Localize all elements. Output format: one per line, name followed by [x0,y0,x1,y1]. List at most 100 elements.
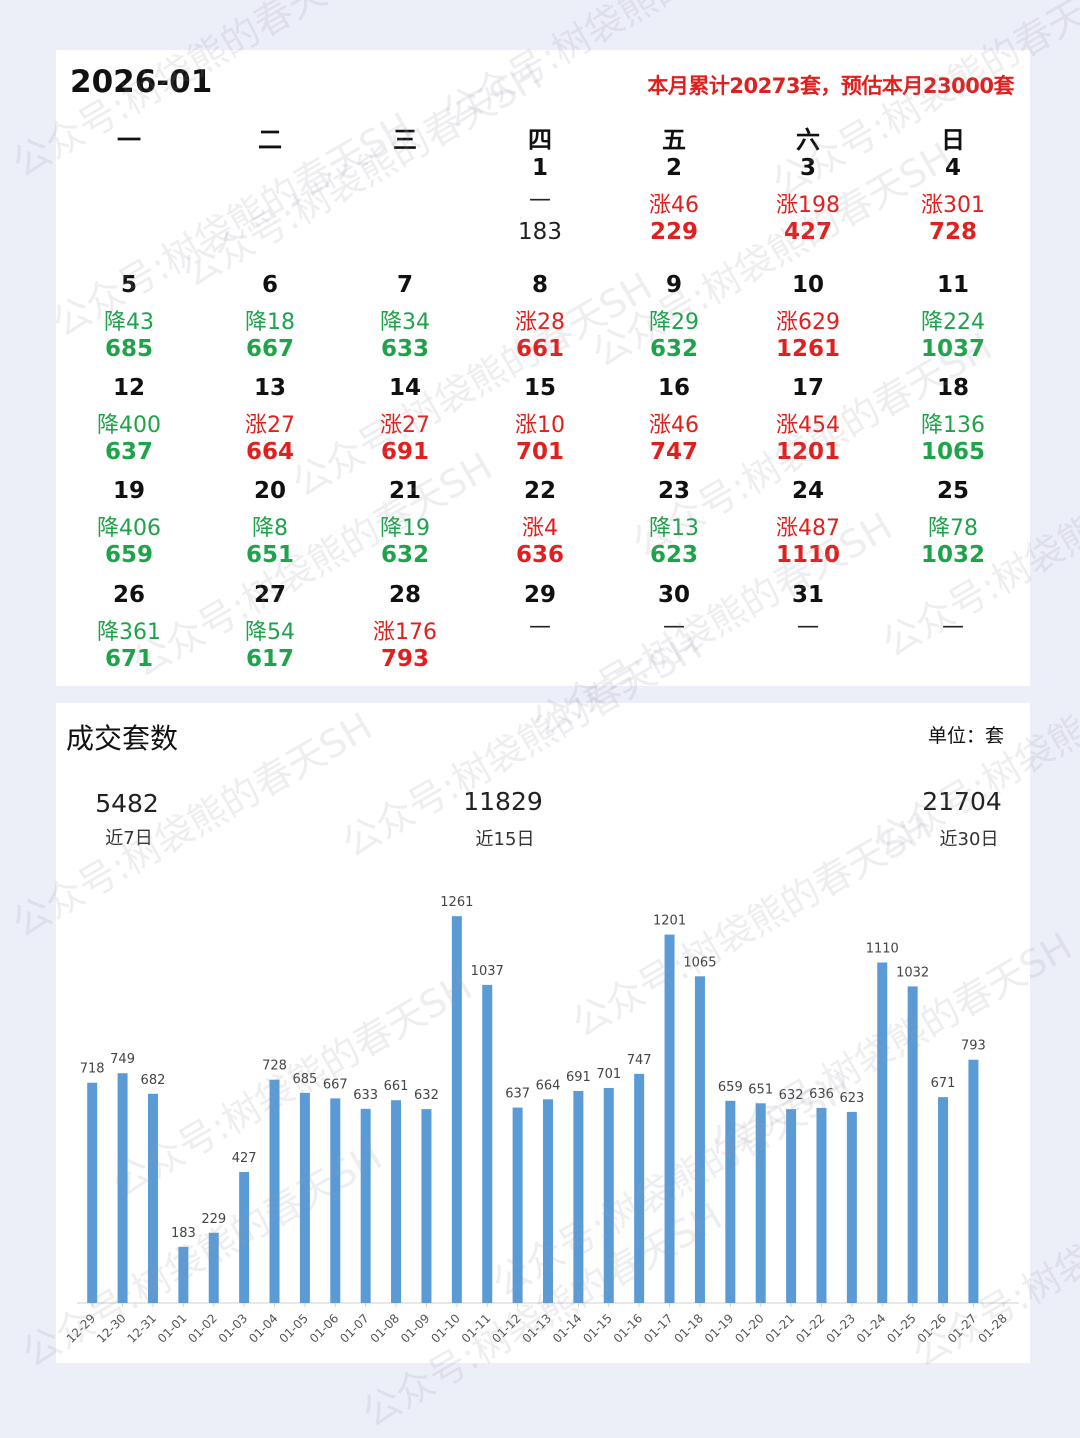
calendar-day-change: 涨487 [776,516,840,541]
bar-value-label: 667 [323,1077,348,1092]
calendar-day-volume: 747 [649,439,699,465]
calendar-day-change: 涨301 [921,193,985,218]
calendar-day-volume: 183 [518,219,562,245]
bar-01-05 [299,1092,310,1303]
bar-01-01 [178,1246,189,1303]
chart-title: 成交套数 [66,722,179,755]
x-tick-label: 01-02 [185,1311,220,1346]
calendar-day-change: 降406 [97,516,161,541]
bar-value-label: 747 [627,1053,652,1068]
bar-01-23 [846,1111,857,1303]
bar-01-13 [543,1099,553,1303]
bar-value-label: 427 [232,1151,257,1166]
x-tick-label: 01-01 [155,1311,190,1346]
x-tick-label: 01-17 [641,1311,676,1346]
bar-value-label: 659 [718,1080,743,1095]
bar-01-14 [573,1091,584,1303]
bar-value-label: 682 [141,1073,166,1088]
bar-value-label: 632 [414,1088,439,1103]
calendar-day-number: 16 [657,375,691,401]
calendar-day-volume: 637 [104,439,154,465]
x-tick-label: 01-07 [337,1311,372,1346]
calendar-day-volume: 1037 [920,336,986,362]
bar-value-label: 1110 [866,941,899,956]
calendar-day-change: 涨10 [515,413,565,438]
calendar-day-number: 27 [253,582,287,608]
calendar-day-number: 24 [791,478,825,504]
x-tick-label: 01-18 [671,1311,706,1346]
bar-value-label: 632 [779,1088,804,1103]
calendar-day-number: 31 [791,582,825,608]
bar-value-label: 793 [961,1039,986,1054]
bar-01-06 [330,1098,341,1303]
calendar-day-number: 30 [657,582,691,608]
bar-value-label: 728 [262,1059,287,1074]
calendar-day-number: 21 [388,478,422,504]
bar-01-02 [208,1232,219,1303]
bar-value-label: 1201 [653,914,686,929]
bar-01-03 [239,1172,250,1303]
calendar-day-number: 11 [936,272,970,298]
calendar-day-change: 降34 [380,310,430,335]
calendar-day-volume: 1032 [920,542,986,568]
calendar-day-volume: 1261 [775,336,841,362]
calendar-day-volume: 685 [104,336,154,362]
x-tick-label: 01-09 [398,1311,433,1346]
x-tick-label: 01-16 [611,1311,646,1346]
chart-panel: 成交套数 单位：套 5482 近7日 11829 近15日 21704 近30日… [56,703,1030,1363]
bar-12-29 [87,1082,98,1303]
calendar-day-number: 29 [523,582,557,608]
bar-01-25 [907,986,918,1303]
stat-7day-value: 5482 [95,789,159,818]
calendar-day-change: 降43 [104,310,154,335]
bar-01-26 [938,1097,949,1303]
calendar-day-number: 5 [120,272,138,298]
weekday-header: 二 [258,126,282,154]
calendar-day-change: 涨629 [776,310,840,335]
bar-value-label: 1065 [683,955,716,970]
weekday-header: 日 [941,126,965,154]
stat-7day-label: 近7日 [105,828,153,849]
calendar-day-change: 涨198 [776,193,840,218]
bar-01-20 [755,1103,766,1303]
calendar-day-number: 12 [112,375,146,401]
calendar-day-number: 3 [799,155,817,181]
x-tick-label: 01-03 [216,1311,251,1346]
unit-label: 单位：套 [927,725,1004,747]
x-tick-label: 01-22 [793,1311,828,1346]
calendar-day-volume: 664 [245,439,295,465]
bar-value-label: 637 [505,1087,530,1102]
month-title: 2026-01 [70,64,213,100]
calendar-day-number: 28 [388,582,422,608]
calendar-day-volume: 229 [649,219,699,245]
x-tick-label: 01-14 [550,1311,585,1346]
bar-01-21 [786,1109,797,1303]
calendar-day-number: 8 [531,272,549,298]
calendar-day-change: — [529,614,551,639]
bar-01-08 [391,1100,402,1303]
x-tick-label: 01-24 [854,1311,889,1346]
calendar-day-number: 17 [791,375,825,401]
x-tick-label: 01-26 [915,1311,950,1346]
calendar-day-change: 涨46 [649,193,699,218]
calendar-day-number: 18 [936,375,970,401]
calendar-day-number: 15 [523,375,557,401]
bar-value-label: 671 [931,1076,956,1091]
calendar-day-volume: 636 [515,542,565,568]
calendar-day-change: 降19 [380,516,430,541]
calendar-day-change: 降13 [649,516,699,541]
bar-12-30 [117,1073,128,1303]
bar-01-17 [664,934,675,1303]
bar-value-label: 718 [80,1062,105,1077]
calendar-day-number: 14 [388,375,422,401]
bar-01-04 [269,1079,280,1303]
calendar-day-change: 降78 [928,516,978,541]
calendar-day-change: 涨176 [373,620,437,645]
bar-value-label: 661 [384,1079,409,1094]
calendar-day-change: 涨454 [776,413,840,438]
calendar-day-volume: 728 [928,219,978,245]
calendar-day-volume: 623 [649,542,699,568]
calendar-day-volume: 1110 [775,542,841,568]
calendar-day-volume: 667 [245,336,295,362]
bar-value-label: 1032 [896,965,929,980]
